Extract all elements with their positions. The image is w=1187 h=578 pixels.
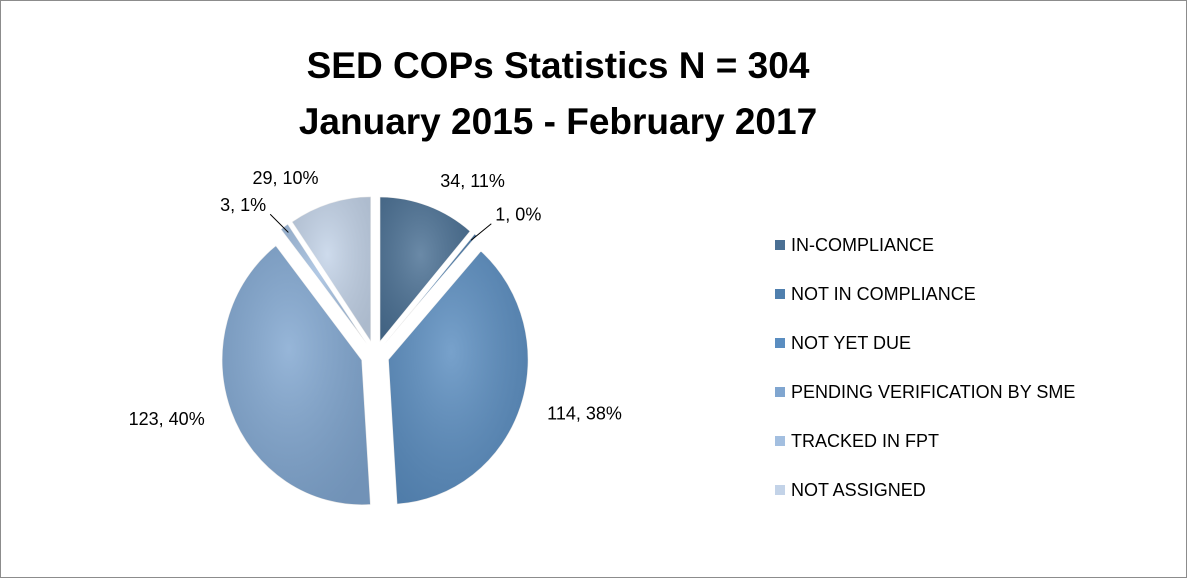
slice-shade [388, 250, 529, 505]
legend-swatch [775, 289, 785, 299]
legend-label: NOT ASSIGNED [791, 480, 926, 500]
slice-shade [291, 196, 371, 342]
slice-shade [280, 223, 367, 344]
chart-title: January 2015 - February 2017 [299, 101, 817, 142]
slice-shade [221, 245, 371, 505]
chart-title: SED COPs Statistics N = 304 [307, 45, 810, 86]
leader-line [269, 213, 289, 233]
legend-label: PENDING VERIFICATION BY SME [791, 382, 1075, 402]
data-label: 34, 11% [440, 171, 505, 191]
data-label: 3, 1% [220, 195, 266, 215]
legend-label: TRACKED IN FPT [791, 431, 939, 451]
legend-swatch [775, 240, 785, 250]
slice-shade [384, 233, 477, 345]
data-label: 114, 38% [547, 404, 622, 424]
data-label: 29, 10% [252, 168, 318, 188]
legend-label: NOT YET DUE [791, 333, 911, 353]
leader-line [470, 223, 492, 241]
legend-swatch [775, 436, 785, 446]
slice-shade [379, 196, 471, 342]
legend-swatch [775, 338, 785, 348]
data-label: 1, 0% [495, 204, 541, 224]
legend-label: NOT IN COMPLIANCE [791, 284, 976, 304]
data-label: 123, 40% [129, 409, 205, 429]
legend-swatch [775, 387, 785, 397]
legend-swatch [775, 485, 785, 495]
legend-label: IN-COMPLIANCE [791, 235, 934, 255]
